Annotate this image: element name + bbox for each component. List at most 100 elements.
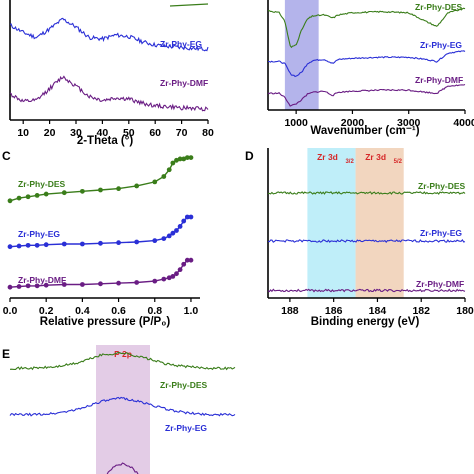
panel-a-des-trace-fragment [169,3,209,7]
panel-d-x-tick-label: 186 [325,305,343,317]
panel-d-letter: D [245,149,254,163]
panel-c-point [25,242,31,248]
panel-d-band-label-subscript: 5/2 [394,159,403,165]
panel-c-point [181,261,187,267]
panel-c-point [177,267,183,273]
panel-c-point [61,190,67,196]
panel-c-point [34,193,40,198]
panel-c-point [134,280,140,285]
panel-d-highlight-band [355,148,404,298]
panel-c-point [98,187,103,193]
panel-c-point [98,281,103,287]
panel-c-point [16,284,22,289]
panel-b-label-eg: Zr-Phy-EG [420,40,462,50]
panel-d-series-eg [267,238,466,243]
panel-c-point [174,228,179,233]
panel-a-x-tick-label: 60 [149,127,161,139]
panel-c-label-des: Zr-Phy-DES [18,179,66,189]
panel-d-x-tick-label: 184 [369,305,387,317]
panel-c-point [161,174,167,179]
panel-c-point [61,241,67,247]
panel-b-label-des: Zr-Phy-DES [415,2,463,12]
panel-b: 1000 2000 3000 4000 Zr-Phy-DES Zr-Phy-EG Zr… [267,0,474,137]
panel-a-x-tick-label: 50 [123,127,135,139]
panel-c-point [184,257,190,263]
panel-b-x-tick-label: 2000 [341,117,365,129]
panel-c-point [61,282,67,287]
panel-c-xlabel: Relative pressure (P/P₀) [40,316,171,328]
panel-c-letter: C [2,149,11,163]
panel-b-xlabel: Wavenumber (cm⁻¹) [310,125,419,137]
panel-c-point [170,230,176,236]
panel-c-point [7,284,13,290]
panel-c-point [188,214,194,220]
panel-c-point [174,157,179,163]
panel-a-series-eg [9,17,209,52]
panel-a-x-tick-label: 10 [17,127,29,139]
panel-c-x-tick-label: 0.6 [111,305,126,317]
panel-c-x-tick-label: 0.0 [3,305,18,317]
panel-e-series-des [9,351,236,371]
panel-b-x-tick-label: 3000 [397,117,421,129]
panel-a-x-tick-label: 40 [97,127,109,139]
panel-d-series-dmf [267,288,466,293]
panel-c-point [170,160,176,166]
panel-a-series-dmf [9,75,209,112]
panel-c-point [177,156,183,162]
panel-c-point [25,194,31,200]
panel-c: C 0.0 0.2 0.4 0.6 0.8 1.0 Zr-Phy-DES Zr-Phy-E… [2,149,200,328]
panel-c-point [79,282,85,287]
panel-c-point [174,271,179,277]
panel-e-series-dmf [106,462,139,474]
panel-b-x-tick-label: 1000 [284,117,308,129]
panel-a-label-eg: Zr-Phy-EG [160,39,202,49]
panel-c-point [7,198,13,204]
panel-c-point [181,218,187,224]
panel-a-x-tick-label: 70 [176,127,188,139]
panel-e-label-des: Zr-Phy-DES [160,380,208,390]
panel-c-point [79,241,85,247]
panel-d-band-label: Zr 3d [365,152,386,162]
panel-a-x-tick-label: 80 [202,127,214,139]
panel-d-label-eg: Zr-Phy-EG [420,228,462,238]
panel-e-series-eg [9,396,236,417]
panel-c-point [152,179,158,185]
panel-c-point [177,224,183,229]
panel-c-point [152,278,158,284]
panel-a-xlabel: 2-Theta (°) [77,135,134,147]
panel-c-point [34,242,40,248]
panel-b-series-des [268,7,466,49]
panel-d-band-label: Zr 3d [317,152,338,162]
panel-c-x-tick-label: 0.2 [39,305,54,317]
panel-c-point [25,283,31,289]
panel-a-label-dmf: Zr-Phy-DMF [160,78,208,88]
panel-c-x-tick-label: 0.4 [75,305,90,317]
panel-c-point [16,195,22,201]
panel-c-point [79,188,85,194]
panel-c-point [116,280,121,286]
panel-c-point [181,156,187,162]
panel-c-point [43,242,49,248]
panel-d-x-tick-label: 182 [412,305,430,317]
panel-b-series-dmf [267,83,466,107]
panel-d-xlabel: Binding energy (eV) [311,316,420,328]
panel-c-point [184,155,190,161]
panel-c-point [188,155,194,161]
panel-b-label-dmf: Zr-Phy-DMF [415,75,463,85]
panel-c-point [98,240,103,246]
panel-a-x-tick-label: 30 [70,127,82,139]
panel-c-point [152,238,158,244]
panel-c-point [188,257,194,263]
panel-c-point [134,239,140,245]
panel-d-x-tick-label: 188 [281,305,299,317]
panel-c-point [166,275,172,281]
panel-c-point [43,282,49,288]
panel-c-label-eg: Zr-Phy-EG [18,229,60,239]
panel-e-label-eg: Zr-Phy-EG [165,423,207,433]
panel-b-series-eg [268,50,466,78]
panel-d-band-label-subscript: 3/2 [345,159,354,165]
panel-c-point [166,167,172,173]
panel-c-point [116,186,121,192]
panel-c-point [161,236,167,242]
